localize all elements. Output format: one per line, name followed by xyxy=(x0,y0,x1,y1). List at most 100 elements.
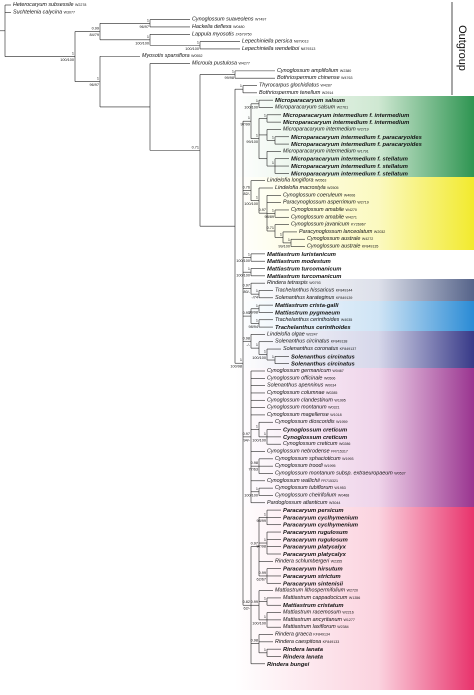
support-pp: 1 xyxy=(264,538,266,542)
taxon-label: Rindera lanata xyxy=(283,647,324,653)
support-pp: 1 xyxy=(272,209,274,213)
taxon-label: Microparacaryum intermedium f. intermedi… xyxy=(283,120,409,126)
taxon-name: Cynoglossum montanum subsp. extraeuropae… xyxy=(275,471,393,477)
taxon-name: Rindera graeca xyxy=(275,632,312,638)
taxon-name: Cynoglossum tubiflorum xyxy=(275,486,333,492)
taxon-name: Cynoglossum germanicum xyxy=(267,368,331,374)
support-pp: 1 xyxy=(288,238,290,242)
support-pp: 1 xyxy=(264,350,266,354)
taxon-name: Bothriospermum chinense xyxy=(277,76,340,82)
voucher: W2914 xyxy=(322,91,333,95)
taxon-name: Cynoglossum nebrodense xyxy=(267,449,330,455)
taxon-name: Cynoglossum australe xyxy=(307,244,360,250)
clade-bands xyxy=(235,96,474,690)
voucher: W4271 xyxy=(346,215,357,219)
support-bs: 100/100 xyxy=(60,58,74,62)
voucher: W2505 xyxy=(327,186,338,190)
taxon-name: Cynoglossum troodi xyxy=(275,464,323,470)
support-pp: 0.99 xyxy=(92,27,99,31)
support-pp: 1 xyxy=(256,318,258,322)
taxon-label: Cynoglossum dioscoridis W1959 xyxy=(275,420,348,426)
taxon-name: Paracaryum rugulosum xyxy=(283,530,348,536)
taxon-label: Paracaryum sintenisii xyxy=(283,581,343,587)
taxon-label: Microparacaryum intermedium f. stellatum xyxy=(291,171,408,177)
support-pp: 1 xyxy=(248,253,250,257)
support-pp: 0.71 xyxy=(267,226,274,230)
support-bs: 100/100 xyxy=(244,105,258,109)
support-pp: 0.97 xyxy=(259,208,266,212)
band-blue xyxy=(235,301,474,331)
voucher: W4287 xyxy=(320,83,331,87)
taxon-label: Mattiastrum cristatum xyxy=(283,603,344,609)
taxon-name: Microparacaryum intermedium f. paracaryo… xyxy=(291,142,423,148)
band-pink xyxy=(235,507,474,690)
taxon-name: Cynoglossum clandestinum xyxy=(267,398,333,404)
taxon-name: Hackelia deflexa xyxy=(192,24,232,30)
voucher: W2384 xyxy=(337,625,348,629)
support-pp: 1 xyxy=(264,648,266,652)
taxon-label: Cynoglossum suaveolens W7497 xyxy=(192,17,266,23)
support-pp: 1 xyxy=(272,355,274,359)
support-bs: 77/63 xyxy=(248,468,258,472)
support-bs: 62/67 xyxy=(256,577,266,581)
voucher: W0506 xyxy=(324,376,335,380)
voucher: W1993 xyxy=(342,457,353,461)
voucher: W7497 xyxy=(255,18,266,22)
taxon-label: Mattiastrum crista-galli xyxy=(275,303,339,309)
voucher: W3044 xyxy=(329,501,340,505)
taxon-name: Mattiastrum racemosum xyxy=(283,610,341,616)
voucher: KF849139 xyxy=(336,296,353,300)
voucher: W2719 xyxy=(357,201,368,205)
taxon-label: Trachelanthus hissaricus KF849144 xyxy=(275,288,352,294)
taxon-label: Mattiastrum lithospermifolium W2720 xyxy=(275,588,358,594)
taxon-label: Trachelanthus cerinthoides W4035 xyxy=(275,317,352,323)
taxon-name: Microula pustulosa xyxy=(192,61,237,67)
taxon-name: Mattiastrum cappadocicum xyxy=(283,595,348,601)
taxon-name: Suchtelenia calycina xyxy=(13,10,62,16)
taxon-name: Solenanthus karateginus xyxy=(275,295,335,301)
taxon-label: Lappula myosotis JX679750 xyxy=(192,32,252,38)
support-pp: 1 xyxy=(264,597,266,601)
taxon-name: Paracynoglossum asperrimum xyxy=(283,200,356,206)
support-bs: 100/98 xyxy=(230,365,242,369)
support-pp: 0.91 xyxy=(243,311,250,315)
taxon-name: Cynoglossum officinale xyxy=(267,376,322,382)
taxon-label: Trachelanthus cerinthoides xyxy=(275,325,351,331)
taxon-name: Trachelanthus cerinthoides xyxy=(275,325,351,331)
support-pp: 1 xyxy=(97,77,99,81)
taxon-name: Lindelofia longiflora xyxy=(267,178,313,184)
taxon-label: Heterocaryum subsessile W2278 xyxy=(13,2,86,8)
taxon-label: Solenanthus circinatus xyxy=(291,354,356,360)
support-pp: 1 xyxy=(256,343,258,347)
taxon-name: Cynoglossum creticum xyxy=(283,434,347,440)
support-pp: 0.76 xyxy=(243,186,250,190)
voucher: W0552 xyxy=(191,54,202,58)
support-pp: 1 xyxy=(256,304,258,308)
taxon-name: Lindelofia macrostyla xyxy=(275,185,326,191)
taxon-name: Solenanthus circinatus xyxy=(291,361,356,367)
band-gray xyxy=(235,279,474,301)
support-pp: 0.99 xyxy=(251,600,258,604)
taxon-name: Microparacaryum intermedium f. paracaryo… xyxy=(291,134,423,140)
voucher: W2355 xyxy=(331,559,342,563)
taxon-name: Paracaryum strictum xyxy=(283,573,341,579)
support-bs: 80/- xyxy=(243,290,250,294)
taxon-label: Cynoglossum amplifolium W2380 xyxy=(277,68,351,74)
taxon-name: Rindera lanata xyxy=(283,654,324,660)
voucher: W2032 xyxy=(374,230,385,234)
taxon-name: Microparacaryum intermedium f. stellatum xyxy=(291,164,408,170)
taxon-label: Cynoglossum australe W4272 xyxy=(307,237,373,243)
voucher: KY26967 xyxy=(351,223,366,227)
taxon-name: Mattiastrum crista-galli xyxy=(275,303,339,309)
taxon-name: Paracaryum sintenisii xyxy=(283,581,343,587)
taxon-label: Paracaryum hirsutum xyxy=(283,566,343,572)
taxon-label: Cynoglossum amabile W4270 xyxy=(291,207,357,213)
support-bs: -/74 xyxy=(251,296,258,300)
voucher: W4035 xyxy=(341,318,352,322)
taxon-name: Mattiastrum pygmaeum xyxy=(275,310,340,316)
taxon-label: Bothriospermum tenellum W2914 xyxy=(259,90,333,96)
taxon-name: Mattiastrum luristanicum xyxy=(267,251,336,257)
voucher: W2216 xyxy=(342,611,353,615)
voucher: W1791 xyxy=(357,149,368,153)
taxon-name: Paracaryum cyclhymenium xyxy=(283,522,358,528)
